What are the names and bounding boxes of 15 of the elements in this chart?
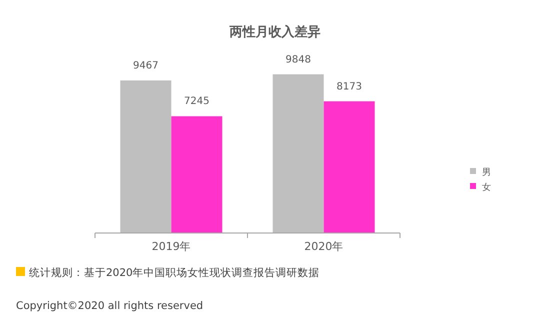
data-label: 9467 (133, 60, 158, 72)
text: Copyright©2020 all rights reserved (16, 300, 204, 312)
legend-label: 女 (482, 182, 491, 193)
legend-label: 男 (482, 167, 491, 178)
bar (324, 101, 375, 233)
chart-title: 两性月收入差异 (228, 24, 320, 40)
text: 统计规则：基于2020年中国职场女性现状调查报告调研数据 (29, 266, 320, 279)
data-label: 7245 (184, 96, 210, 108)
bar (272, 74, 324, 233)
x-tick-label: 2020年 (304, 240, 344, 253)
data-label: 9848 (286, 54, 311, 66)
bar (171, 116, 222, 233)
bar (120, 80, 172, 233)
data-label: 8173 (336, 81, 362, 92)
x-tick-label: 2019年 (152, 240, 191, 253)
